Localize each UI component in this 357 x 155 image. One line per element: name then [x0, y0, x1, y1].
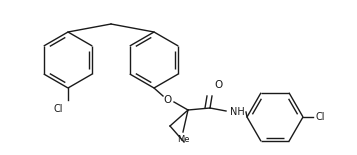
Text: Cl: Cl: [315, 112, 325, 122]
Text: Me: Me: [177, 135, 189, 144]
Text: O: O: [214, 80, 222, 90]
Text: NH: NH: [230, 107, 245, 117]
Text: O: O: [164, 95, 172, 105]
Text: Cl: Cl: [54, 104, 64, 114]
